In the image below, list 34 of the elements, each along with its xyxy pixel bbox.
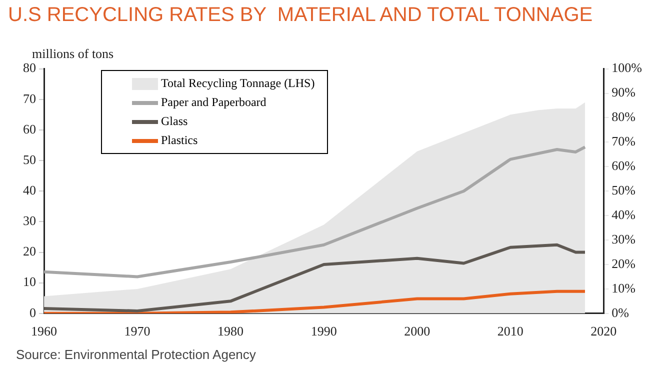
y2-tick-label: 50% [612,182,636,198]
y-tick-label: 50 [23,152,36,167]
y2-tick-label: 40% [612,206,636,222]
x-tick-label: 2010 [497,324,524,339]
y2-tick-label: 100% [612,60,642,76]
y-axis-title: millions of tons [32,46,114,62]
y2-tick-label: 20% [612,256,636,271]
y2-tick-label: 70% [612,134,636,149]
x-tick-label: 1970 [124,324,150,339]
source-note: Source: Environmental Protection Agency [16,347,256,362]
y2-tick-label: 0% [612,304,630,320]
x-tick-label: 1990 [310,324,337,339]
y-tick-label: 20 [23,244,36,259]
y-tick-label: 60 [23,121,36,136]
y2-tick-label: 90% [612,84,636,100]
legend-label: Total Recycling Tonnage (LHS) [161,76,315,91]
x-tick-label: 1960 [31,324,57,339]
x-tick-label: 1980 [218,324,244,339]
y-tick-label: 30 [23,213,36,228]
y-tick-label: 40 [23,182,36,198]
y2-tick-label: 10% [612,280,636,296]
chart-title: U.S RECYCLING RATES BY MATERIAL AND TOTAL TONNAGE [8,4,593,27]
y-tick-label: 10 [23,274,36,290]
y2-tick-label: 80% [612,109,636,124]
y2-tick-label: 30% [612,231,636,246]
y2-tick-label: 60% [612,158,636,174]
y-tick-label: 80 [23,60,36,76]
legend-label: Paper and Paperboard [161,95,266,110]
y-tick-label: 0 [30,304,36,320]
x-tick-label: 2000 [404,324,430,339]
x-tick-label: 2020 [590,324,617,339]
legend-label: Plastics [161,133,198,148]
legend-label: Glass [161,114,188,129]
y-tick-label: 70 [23,90,36,106]
